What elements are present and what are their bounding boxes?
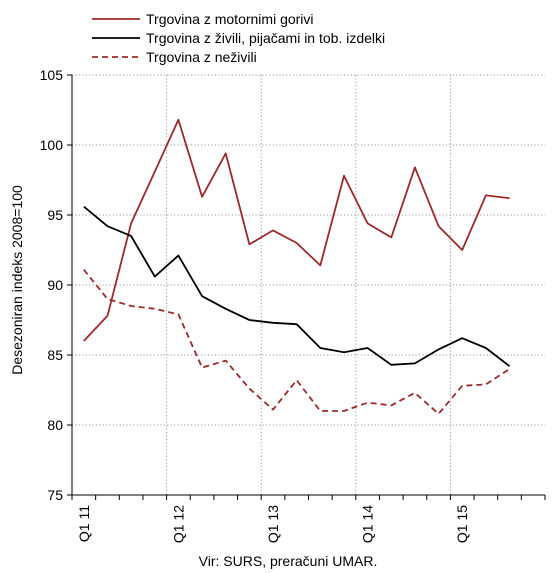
y-tick-label: 105 <box>40 67 64 83</box>
series-line-1 <box>83 118 510 342</box>
y-tick-label: 75 <box>47 487 63 503</box>
legend-label-3: Trgovina z neživili <box>146 49 257 65</box>
source-note: Vir: SURS, preračuni UMAR. <box>199 553 378 569</box>
x-axis: Q1 11 Q1 12 Q1 13 Q1 14 Q1 15 <box>71 494 546 543</box>
x-tick-label: Q1 13 <box>265 505 281 543</box>
legend-label-2: Trgovina z živili, pijačami in tob. izde… <box>146 30 385 46</box>
series-line-2 <box>83 205 511 367</box>
y-tick-label: 95 <box>47 207 63 223</box>
gridlines <box>72 74 545 495</box>
legend: Trgovina z motornimi gorivi Trgovina z ži… <box>92 11 385 65</box>
series-line-3 <box>83 269 510 415</box>
y-axis-label: Desezoniran indeks 2008=100 <box>9 185 25 375</box>
x-tick-label: Q1 12 <box>170 505 186 543</box>
x-tick-label: Q1 11 <box>76 505 92 542</box>
x-tick-label: Q1 14 <box>360 505 376 543</box>
y-tick-label: 90 <box>47 277 63 293</box>
x-tick-label: Q1 15 <box>454 505 470 543</box>
y-tick-label: 100 <box>40 137 64 153</box>
legend-label-1: Trgovina z motornimi gorivi <box>146 11 314 27</box>
series-lines <box>83 118 511 415</box>
y-tick-label: 80 <box>47 417 63 433</box>
y-tick-label: 85 <box>47 347 63 363</box>
y-axis: 75 80 85 90 95 100 105 <box>40 67 73 503</box>
